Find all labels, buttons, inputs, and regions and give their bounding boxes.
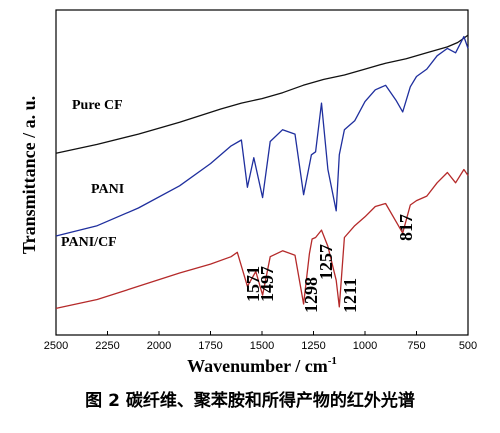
series-label-pani-cf: PANI/CF	[61, 235, 117, 250]
ftir-chart: 2500 2250 2000 1750 1500 1250 1000 750 500 Pure …	[19, 9, 477, 376]
x-tick-label-2000: 2000	[147, 340, 171, 352]
x-tick-label-500: 500	[459, 340, 477, 352]
x-tick-label-1000: 1000	[353, 340, 377, 352]
x-axis-title-text: Wavenumber / cm	[187, 356, 328, 376]
x-axis-title-superscript: -1	[328, 355, 337, 367]
figure-caption: 图 2 碳纤维、聚苯胺和所得产物的红外光谱	[85, 391, 415, 411]
x-tick-label-2250: 2250	[95, 340, 119, 352]
y-axis-title: Transmittance / a. u.	[19, 96, 39, 254]
peak-label-817: 817	[396, 214, 416, 241]
series-layer	[55, 34, 469, 310]
x-axis-ticks: 2500 2250 2000 1750 1500 1250 1000 750 500	[44, 331, 477, 352]
x-axis-title: Wavenumber / cm-1	[187, 355, 337, 376]
series-label-pani: PANI	[91, 182, 124, 197]
peak-label-1211: 1211	[340, 278, 360, 313]
series-line-pure-cf	[55, 34, 469, 154]
series-label-pure-cf: Pure CF	[72, 98, 123, 113]
series-line-pani	[55, 35, 469, 237]
x-tick-label-1750: 1750	[198, 340, 222, 352]
x-tick-label-750: 750	[407, 340, 425, 352]
peak-label-1298: 1298	[301, 277, 321, 313]
x-tick-label-1500: 1500	[250, 340, 274, 352]
x-tick-label-1250: 1250	[301, 340, 325, 352]
peak-label-1497: 1497	[257, 266, 277, 302]
peak-label-1257: 1257	[316, 244, 336, 280]
peak-label-1571: 1571	[243, 266, 263, 302]
series-line-pani-cf	[55, 168, 469, 310]
x-tick-label-2500: 2500	[44, 340, 68, 352]
